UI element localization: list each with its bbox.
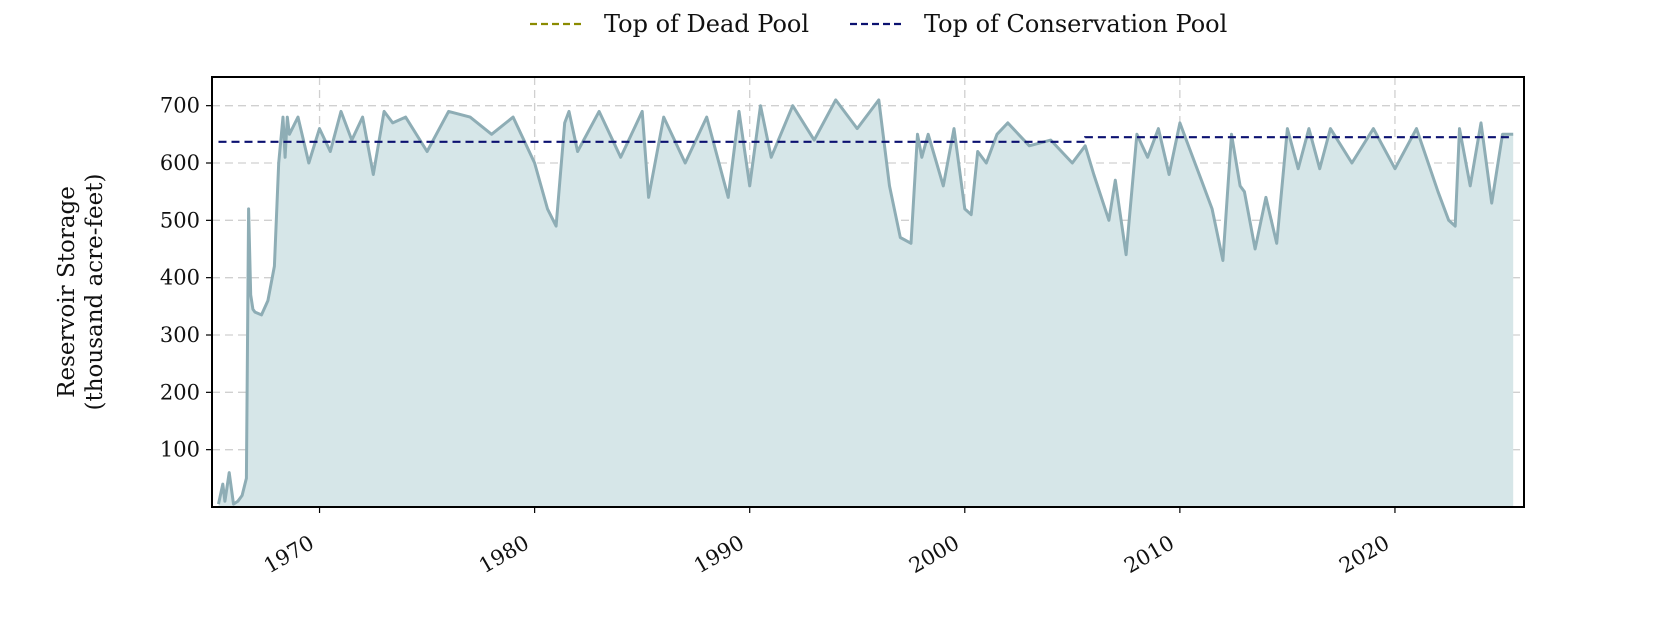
legend-dead-pool-label: Top of Dead Pool [604,10,809,38]
x-tick-label-1970: 1970 [260,531,318,579]
y-axis-title-line2: (thousand acre-feet) [82,174,108,411]
y-tick-label-700: 700 [160,94,200,118]
legend: Top of Dead Pool Top of Conservation Poo… [530,10,1227,38]
plot-frame [211,76,1525,508]
plot-data [217,98,1514,508]
y-tick-label-100: 100 [160,438,200,462]
storage-series-line [217,98,1514,506]
legend-conservation-pool-label: Top of Conservation Pool [924,10,1227,38]
x-tick-label-1980: 1980 [475,531,533,579]
x-tick-label-1990: 1990 [690,531,748,579]
storage-area-fill [218,99,1514,508]
y-tick-label-600: 600 [160,151,200,175]
y-tick-label-500: 500 [160,208,200,232]
conservation-pool-line [218,136,1514,143]
y-tick-label-200: 200 [160,380,200,404]
y-axis-title-line1: Reservoir Storage [54,186,80,398]
y-tick-label-300: 300 [160,323,200,347]
y-axis-title: Reservoir Storage (thousand acre-feet) [54,174,108,411]
x-tick-label-2010: 2010 [1120,531,1178,579]
x-tick-label-2000: 2000 [905,531,963,579]
x-tick-label-2020: 2020 [1335,531,1393,579]
y-tick-label-400: 400 [160,266,200,290]
